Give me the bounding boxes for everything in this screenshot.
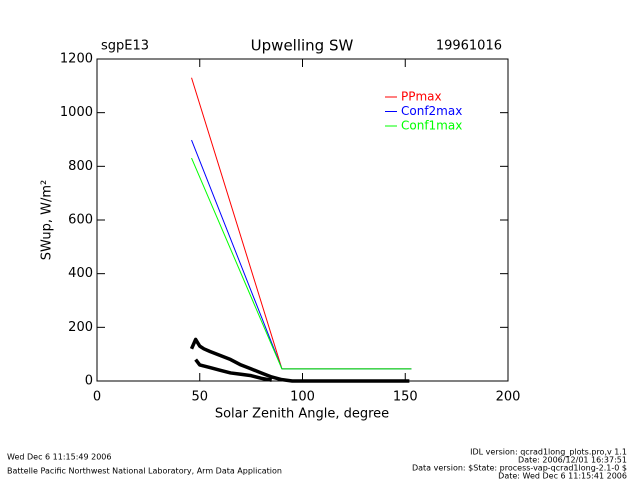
y-tick-label: 200 [68,320,93,335]
date-label: 19961016 [436,39,502,54]
series-line [191,139,412,370]
y-tick-label: 600 [68,213,93,228]
footer-left: Battelle Pacific Northwest National Labo… [7,467,282,476]
y-tick-label: 0 [85,374,93,389]
footer-left: Wed Dec 6 11:15:49 2006 [7,453,111,462]
footer-right: Data version: $State: process-vap-qcrad1… [412,464,627,473]
x-axis-title: Solar Zenith Angle, degree [215,407,389,422]
x-tick-label: 0 [93,390,101,405]
footer-right: IDL version: qcrad1long_plots.pro,v 1.1 [470,448,627,457]
footer-right: Date: Wed Dec 6 11:15:41 2006 [498,472,627,480]
legend-label: PPmax [401,90,442,104]
x-tick-label: 200 [496,390,521,405]
y-tick-label: 1000 [60,105,93,120]
x-tick-label: 100 [290,390,315,405]
x-tick-label: 50 [191,390,208,405]
chart-title: Upwelling SW [251,37,354,55]
y-tick-label: 1200 [60,52,93,67]
series-line [189,337,410,383]
footer-right: Date: 2006/12/01 16:37:51 [518,456,627,465]
y-tick-label: 400 [68,266,93,281]
y-axis-title: SWup, W/m² [40,180,55,261]
series-line [191,157,412,370]
legend-label: Conf1max [401,119,462,133]
x-tick-label: 150 [393,390,418,405]
site-label: sgpE13 [101,39,149,54]
y-tick-label: 800 [68,159,93,174]
legend-label: Conf2max [401,104,462,118]
